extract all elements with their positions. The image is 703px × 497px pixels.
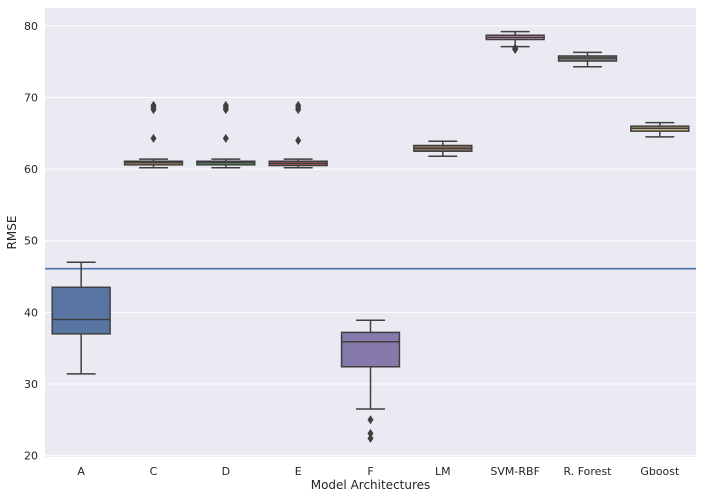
outlier-point [150,100,157,110]
outlier-point [512,43,519,53]
boxes-group [51,30,690,443]
outlier-point [295,100,302,110]
x-tick-label: SVM-RBF [490,465,539,478]
y-tick-label: 30 [24,378,38,391]
outlier-point [222,133,229,143]
box-A [51,286,111,335]
outlier-point [222,100,229,110]
y-tick-label: 80 [24,20,38,33]
outlier-point [367,428,374,438]
y-axis-label: RMSE [5,216,19,250]
outlier-point [295,135,302,145]
y-tick-label: 50 [24,235,38,248]
y-tick-label: 60 [24,163,38,176]
outlier-point [367,433,374,443]
x-tick-label: A [77,465,85,478]
y-tick-label: 20 [24,450,38,463]
x-tick-labels: A C D E F LM SVM-RBF R. Forest Gboost [77,465,680,478]
outlier-point [150,133,157,143]
box-F [340,331,401,368]
x-tick-label: Gboost [640,465,680,478]
y-tick-labels: 20 30 40 50 60 70 80 [24,20,38,463]
x-tick-label: F [367,465,373,478]
x-tick-label: D [222,465,230,478]
y-tick-label: 70 [24,92,38,105]
x-tick-label: R. Forest [563,465,612,478]
outlier-point [367,415,374,425]
x-tick-label: LM [435,465,451,478]
y-tick-label: 40 [24,306,38,319]
x-tick-label: C [150,465,158,478]
x-axis-label: Model Architectures [311,478,431,492]
x-tick-label: E [295,465,302,478]
